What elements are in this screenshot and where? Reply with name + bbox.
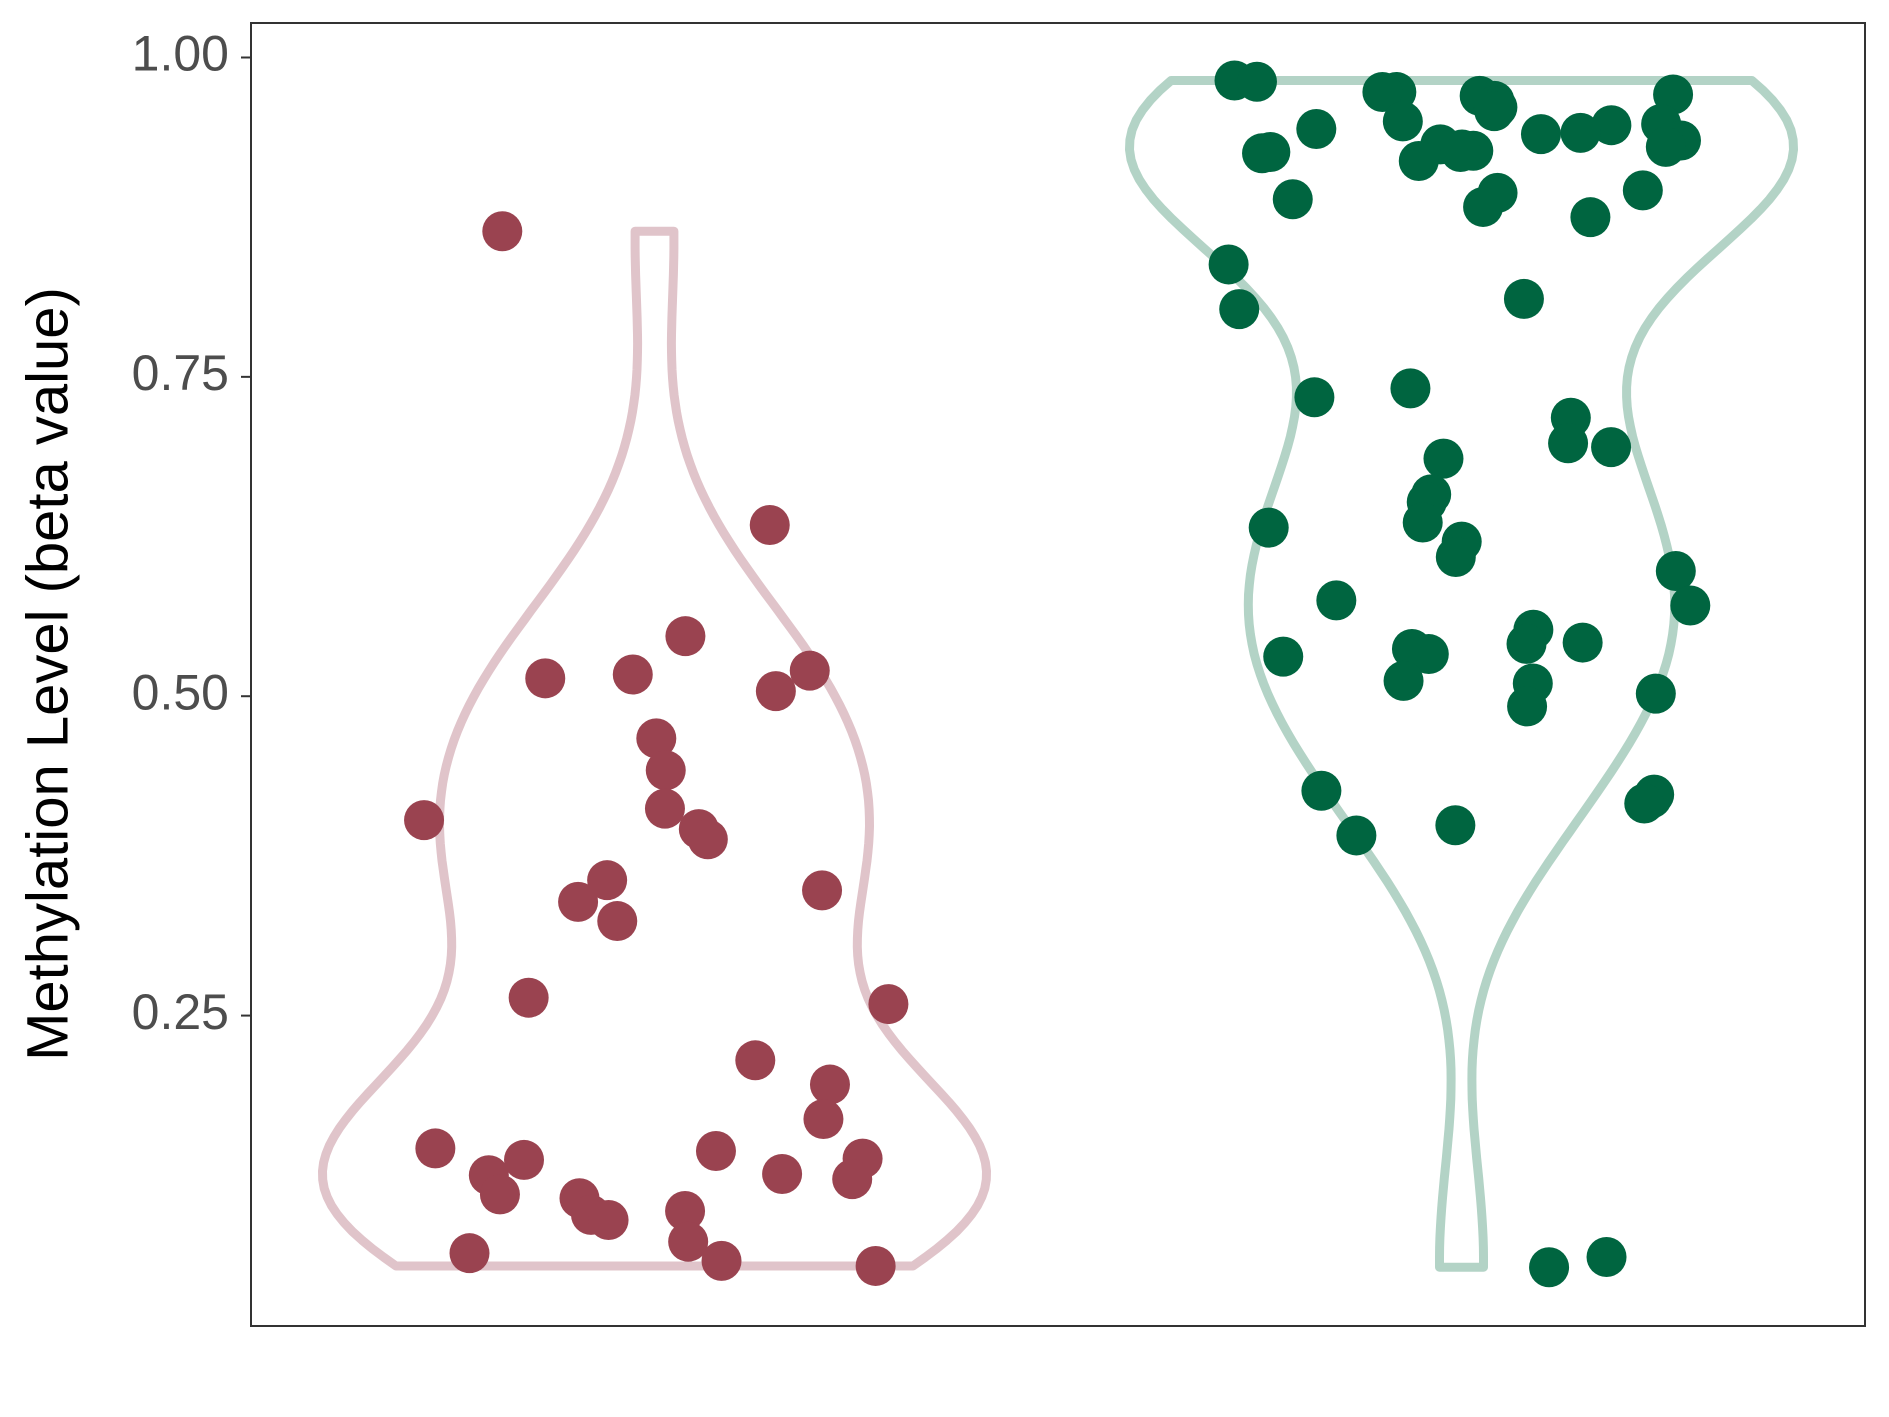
data-point — [449, 1233, 490, 1274]
data-point — [482, 211, 523, 252]
data-point — [809, 1064, 850, 1105]
data-point — [1402, 502, 1443, 543]
data-point — [1336, 815, 1377, 856]
data-point — [558, 881, 599, 922]
data-point — [1248, 507, 1289, 548]
data-point — [1635, 673, 1676, 714]
data-point — [1296, 109, 1337, 150]
data-point — [1591, 105, 1632, 146]
data-point — [687, 819, 728, 860]
data-point — [1463, 186, 1504, 227]
data-point — [749, 505, 790, 546]
data-point — [1423, 438, 1464, 479]
data-point — [1507, 686, 1548, 727]
data-point — [1503, 278, 1544, 319]
y-tick-label: 1.00 — [132, 26, 229, 82]
violin — [318, 226, 991, 1271]
data-point — [1506, 623, 1547, 664]
data-point — [588, 1199, 629, 1240]
y-tick-label: 0.50 — [132, 664, 229, 720]
data-point — [644, 788, 685, 829]
data-point — [1670, 585, 1711, 626]
data-point — [1236, 61, 1277, 102]
data-point — [1624, 783, 1665, 824]
data-point — [587, 860, 628, 901]
data-point — [665, 1191, 706, 1232]
data-point — [1591, 427, 1632, 468]
data-point — [1474, 91, 1515, 132]
data-point — [1208, 244, 1249, 285]
data-point — [1548, 423, 1589, 464]
data-point — [525, 658, 566, 699]
data-point — [1219, 289, 1260, 330]
data-point — [1435, 805, 1476, 846]
data-point — [701, 1240, 742, 1281]
data-point — [479, 1174, 520, 1215]
y-axis-label: Methylation Level (beta value) — [15, 287, 80, 1061]
data-point — [868, 984, 909, 1025]
data-point — [1316, 580, 1357, 621]
data-point — [1586, 1237, 1627, 1278]
data-point — [1408, 634, 1449, 675]
violin — [1125, 76, 1798, 1272]
data-point — [855, 1245, 896, 1286]
data-point — [802, 870, 843, 911]
data-point — [645, 750, 686, 791]
data-point — [1383, 660, 1424, 701]
data-point — [1362, 71, 1403, 112]
data-point — [789, 650, 830, 691]
data-point — [1398, 140, 1439, 181]
data-point — [1294, 377, 1335, 418]
plot-frame — [250, 22, 1866, 1327]
data-point — [735, 1040, 776, 1081]
data-point — [1562, 622, 1603, 663]
data-point — [1440, 132, 1481, 173]
y-tick-label: 0.75 — [132, 345, 229, 401]
data-point — [665, 616, 706, 657]
data-point — [803, 1099, 844, 1140]
data-point — [1272, 179, 1313, 220]
data-point — [508, 977, 549, 1018]
data-point — [1242, 133, 1283, 174]
data-point — [695, 1130, 736, 1171]
data-point — [668, 1221, 709, 1262]
data-point — [1382, 101, 1423, 142]
data-point — [832, 1159, 873, 1200]
data-point — [1655, 551, 1696, 592]
data-point — [755, 671, 796, 712]
data-point — [404, 800, 445, 841]
data-point — [1390, 368, 1431, 409]
data-point — [1645, 126, 1686, 167]
data-point — [636, 718, 677, 759]
data-point — [1560, 112, 1601, 153]
data-point — [1622, 170, 1663, 211]
data-point — [612, 654, 653, 695]
y-tick-label: 0.25 — [132, 984, 229, 1040]
data-point — [1301, 770, 1342, 811]
data-point — [1520, 114, 1561, 155]
data-point — [762, 1153, 803, 1194]
data-point — [1435, 536, 1476, 577]
data-point — [1529, 1247, 1570, 1288]
data-point — [597, 901, 638, 942]
data-point — [504, 1139, 545, 1180]
data-point — [1570, 197, 1611, 238]
data-point — [1263, 636, 1304, 677]
data-point — [415, 1128, 456, 1169]
